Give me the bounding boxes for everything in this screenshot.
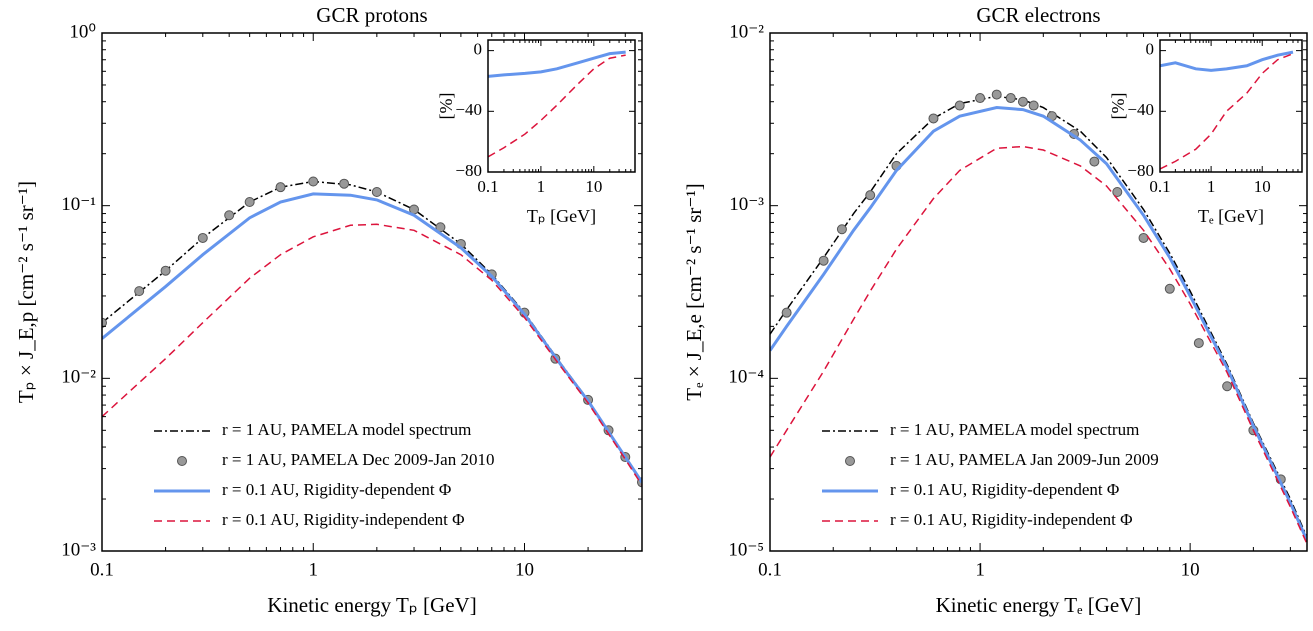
data-point (160, 265, 171, 276)
data-point (134, 286, 145, 297)
data-point (954, 100, 965, 111)
legend-label: r = 1 AU, PAMELA model spectrum (890, 420, 1139, 439)
legend-label: r = 1 AU, PAMELA Dec 2009-Jan 2010 (222, 450, 494, 469)
x-tick-label: 0.1 (477, 177, 498, 196)
chart-title: GCR protons (316, 3, 427, 27)
y-tick-label: 0 (1146, 40, 1155, 59)
y-tick-label: 10⁰ (69, 21, 96, 42)
y-tick-label: 10⁻³ (729, 194, 764, 215)
series-line (770, 95, 1307, 538)
data-point (975, 93, 986, 104)
y-tick-label: −40 (1127, 100, 1154, 119)
legend-label: r = 0.1 AU, Rigidity-dependent Φ (890, 480, 1119, 499)
data-point (308, 176, 319, 187)
data-point (1028, 100, 1039, 111)
y-axis-label: [%] (436, 93, 456, 120)
x-tick-label: 1 (308, 559, 318, 580)
axes-frame (101, 32, 643, 552)
axes-frame (769, 32, 1308, 552)
inset-background (488, 40, 635, 172)
plot-area (488, 50, 626, 158)
series-line (488, 54, 626, 158)
x-tick-label: 0.1 (90, 559, 114, 580)
data-point (1138, 232, 1149, 243)
y-tick-label: 0 (474, 40, 483, 59)
series-line (770, 106, 1307, 542)
data-point (1193, 338, 1204, 349)
x-tick-label: 10 (515, 559, 534, 580)
y-axis-label: Tₑ × J_E,e [cm⁻² s⁻¹ sr⁻¹] (682, 183, 706, 401)
y-tick-label: 10⁻² (729, 21, 764, 42)
x-tick-label: 0.1 (1149, 177, 1170, 196)
x-tick-label: 10 (585, 177, 602, 196)
y-axis-label: [%] (1108, 93, 1128, 120)
series-line (1160, 50, 1294, 72)
y-tick-label: 10⁻³ (61, 539, 96, 560)
x-axis-label: Tₚ [GeV] (527, 206, 596, 226)
x-tick-label: 10 (1181, 559, 1200, 580)
data-point (339, 178, 350, 189)
y-tick-label: −80 (455, 161, 482, 180)
data-point (275, 182, 286, 193)
series-line (102, 223, 642, 486)
data-point (102, 317, 107, 328)
x-tick-label: 0.1 (758, 559, 782, 580)
chart-title: GCR electrons (976, 3, 1100, 27)
x-axis-label: Tₑ [GeV] (1198, 206, 1264, 226)
x-tick-label: 1 (975, 559, 985, 580)
data-point (371, 186, 382, 197)
legend-label: r = 0.1 AU, Rigidity-independent Φ (222, 510, 465, 529)
axes-frame (487, 39, 636, 173)
y-tick-label: 10⁻² (61, 367, 96, 388)
x-tick-label: 1 (1207, 177, 1216, 196)
data-point (928, 113, 939, 124)
data-point (865, 190, 876, 201)
y-tick-label: 10⁻¹ (61, 194, 96, 215)
plot-area (102, 176, 642, 488)
y-tick-label: −40 (455, 100, 482, 119)
series-line (102, 192, 642, 484)
data-point (836, 224, 847, 235)
y-tick-label: −80 (1127, 161, 1154, 180)
legend-marker (845, 456, 855, 466)
y-tick-label: 10⁻⁴ (728, 367, 764, 388)
data-point (1112, 186, 1123, 197)
data-point (1164, 283, 1175, 294)
plot-area (770, 89, 1307, 545)
legend-label: r = 1 AU, PAMELA model spectrum (222, 420, 471, 439)
legend-label: r = 0.1 AU, Rigidity-dependent Φ (222, 480, 451, 499)
x-axis-label: Kinetic energy Tₑ [GeV] (936, 593, 1142, 617)
data-point (1222, 381, 1233, 392)
data-point (1005, 93, 1016, 104)
data-point (781, 307, 792, 318)
inset-background (1160, 40, 1302, 172)
data-point (435, 222, 446, 233)
x-axis-label: Kinetic energy Tₚ [GeV] (267, 593, 476, 617)
data-point (1089, 156, 1100, 167)
data-point (818, 255, 829, 266)
data-point (224, 210, 235, 221)
series-line (488, 50, 626, 78)
plot-area (1160, 50, 1294, 170)
data-point (991, 89, 1002, 100)
y-tick-label: 10⁻⁵ (728, 539, 764, 560)
axes-frame (1159, 39, 1303, 173)
legend-marker (177, 456, 187, 466)
x-tick-label: 1 (537, 177, 546, 196)
series-line (770, 145, 1307, 545)
legend-label: r = 0.1 AU, Rigidity-independent Φ (890, 510, 1133, 529)
series-line (102, 180, 642, 483)
data-point (244, 197, 255, 208)
data-point (197, 232, 208, 243)
data-point (1017, 96, 1028, 107)
y-axis-label: Tₚ × J_E,p [cm⁻² s⁻¹ sr⁻¹] (14, 181, 38, 403)
legend-label: r = 1 AU, PAMELA Jan 2009-Jun 2009 (890, 450, 1159, 469)
x-tick-label: 10 (1254, 177, 1271, 196)
